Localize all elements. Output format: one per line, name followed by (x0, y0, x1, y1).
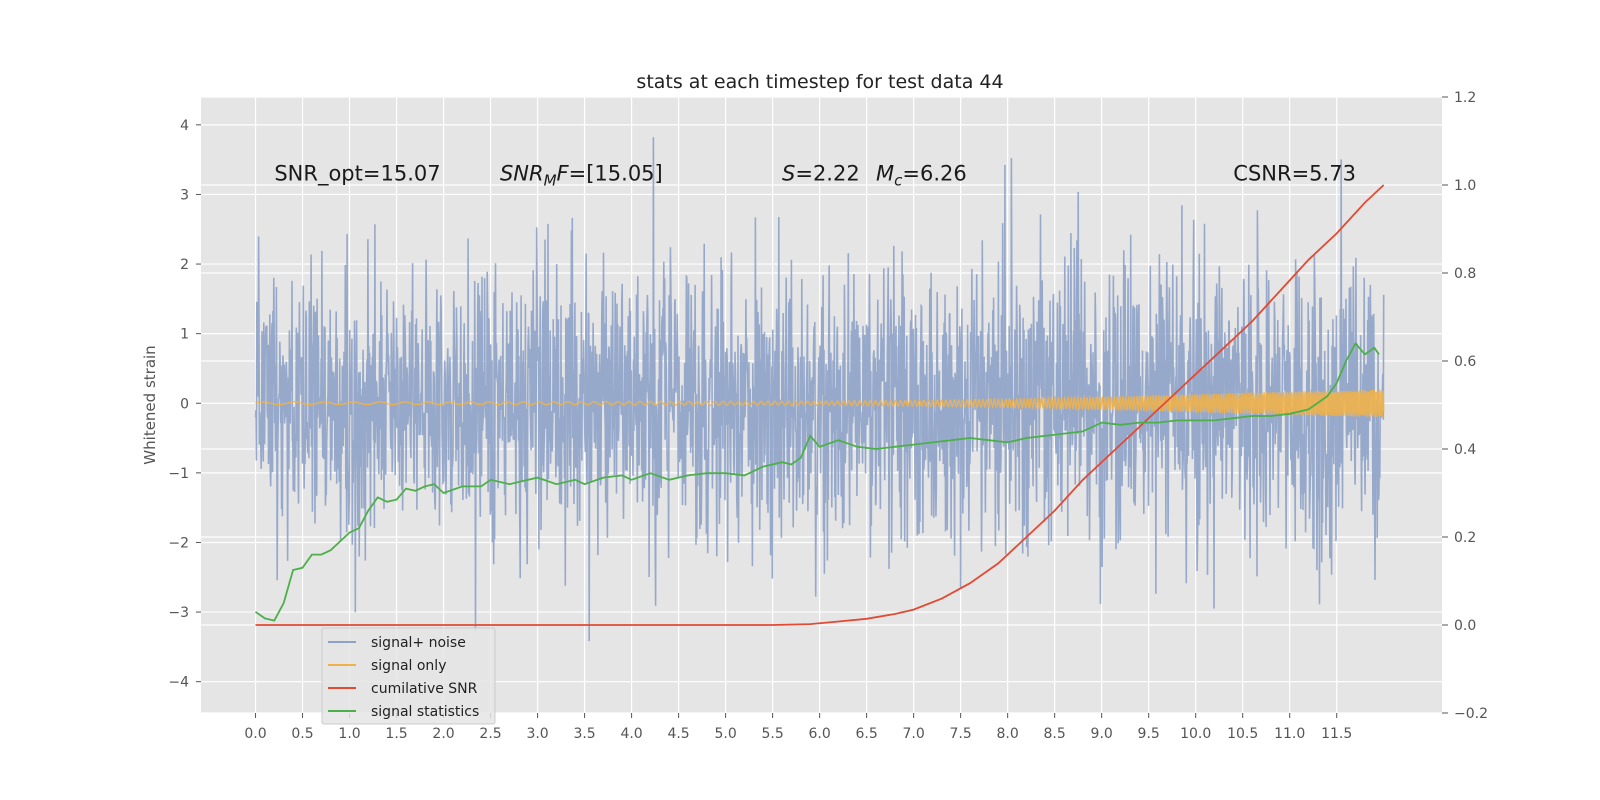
x-tick-label: 7.0 (903, 726, 925, 742)
x-tick-label: 1.5 (385, 726, 407, 742)
x-tick-label: 7.5 (950, 726, 972, 742)
legend-box (321, 627, 496, 725)
x-tick-label: 8.0 (997, 726, 1019, 742)
x-tick-label: 4.0 (620, 726, 642, 742)
x-tick-label: 3.5 (573, 726, 595, 742)
x-tick-label: 1.0 (338, 726, 360, 742)
y-tick-label: 2 (180, 257, 189, 273)
x-tick-label: 10.0 (1180, 726, 1211, 742)
x-tick-label: 11.0 (1274, 726, 1305, 742)
annotation-text: S=2.22 (782, 162, 860, 186)
chart-title: stats at each timestep for test data 44 (636, 71, 1003, 93)
x-tick-label: 4.5 (667, 726, 689, 742)
legend-label: signal statistics (371, 704, 479, 720)
legend-label: cumilative SNR (371, 681, 478, 697)
legend-label: signal+ noise (371, 635, 466, 651)
y-tick-label: −2 (168, 535, 189, 551)
annotation-text: SNR_opt=15.07 (274, 162, 440, 187)
x-tick-label: 0.5 (291, 726, 313, 742)
annotation-text: Mc=6.26 (876, 162, 967, 190)
y-tick-label: −3 (168, 605, 189, 621)
y2-tick-label: 1.0 (1454, 178, 1476, 194)
x-tick-label: 5.0 (714, 726, 736, 742)
y2-tick-label: 0.0 (1454, 618, 1476, 634)
x-tick-label: 5.5 (761, 726, 783, 742)
y2-tick-label: 1.2 (1454, 90, 1476, 106)
y-tick-label: 4 (180, 118, 189, 134)
x-tick-label: 9.5 (1138, 726, 1160, 742)
series-cumilative-snr (255, 184, 1385, 626)
x-tick-label: 6.5 (855, 726, 877, 742)
x-tick-label: 11.5 (1321, 726, 1352, 742)
y-tick-label: 3 (180, 187, 189, 203)
y-tick-label: 0 (180, 396, 189, 412)
series-signal-only (255, 389, 1385, 418)
x-tick-label: 8.5 (1044, 726, 1066, 742)
y2-tick-label: 0.6 (1454, 354, 1476, 370)
y2-tick-label: 0.4 (1454, 442, 1476, 458)
x-tick-label: 6.0 (808, 726, 830, 742)
y-tick-label: −4 (168, 675, 189, 691)
x-tick-label: 3.0 (526, 726, 548, 742)
x-tick-label: 0.0 (244, 726, 266, 742)
x-tick-label: 10.5 (1227, 726, 1258, 742)
annotation-text: CSNR=5.73 (1233, 162, 1356, 186)
y2-tick-label: 0.8 (1454, 266, 1476, 282)
legend: signal+ noise signal only cumilative SNR si… (321, 627, 496, 725)
y2-tick-label: −0.2 (1454, 706, 1488, 722)
series-layer (254, 137, 1385, 642)
y-axis-label: Whitened strain (141, 345, 159, 464)
series-signal-statistics (254, 341, 1380, 622)
y2-tick-label: 0.2 (1454, 530, 1476, 546)
grid (201, 96, 1442, 714)
y-tick-label: −1 (168, 466, 189, 482)
x-tick-label: 9.0 (1091, 726, 1113, 742)
x-tick-label: 2.0 (432, 726, 454, 742)
annotation-text: SNRMF=[15.05] (500, 162, 663, 190)
x-tick-label: 2.5 (479, 726, 501, 742)
axes: 0.0 0.5 1.0 1.5 2.0 2.5 3.0 3.5 4.0 4.5 5.0 5.5 6.0 6… (168, 90, 1488, 742)
legend-label: signal only (371, 658, 446, 674)
y-tick-label: 1 (180, 327, 189, 343)
annotations: SNR_opt=15.07 SNRMF=[15.05] S=2.22 Mc=6.26 C… (274, 162, 1356, 190)
